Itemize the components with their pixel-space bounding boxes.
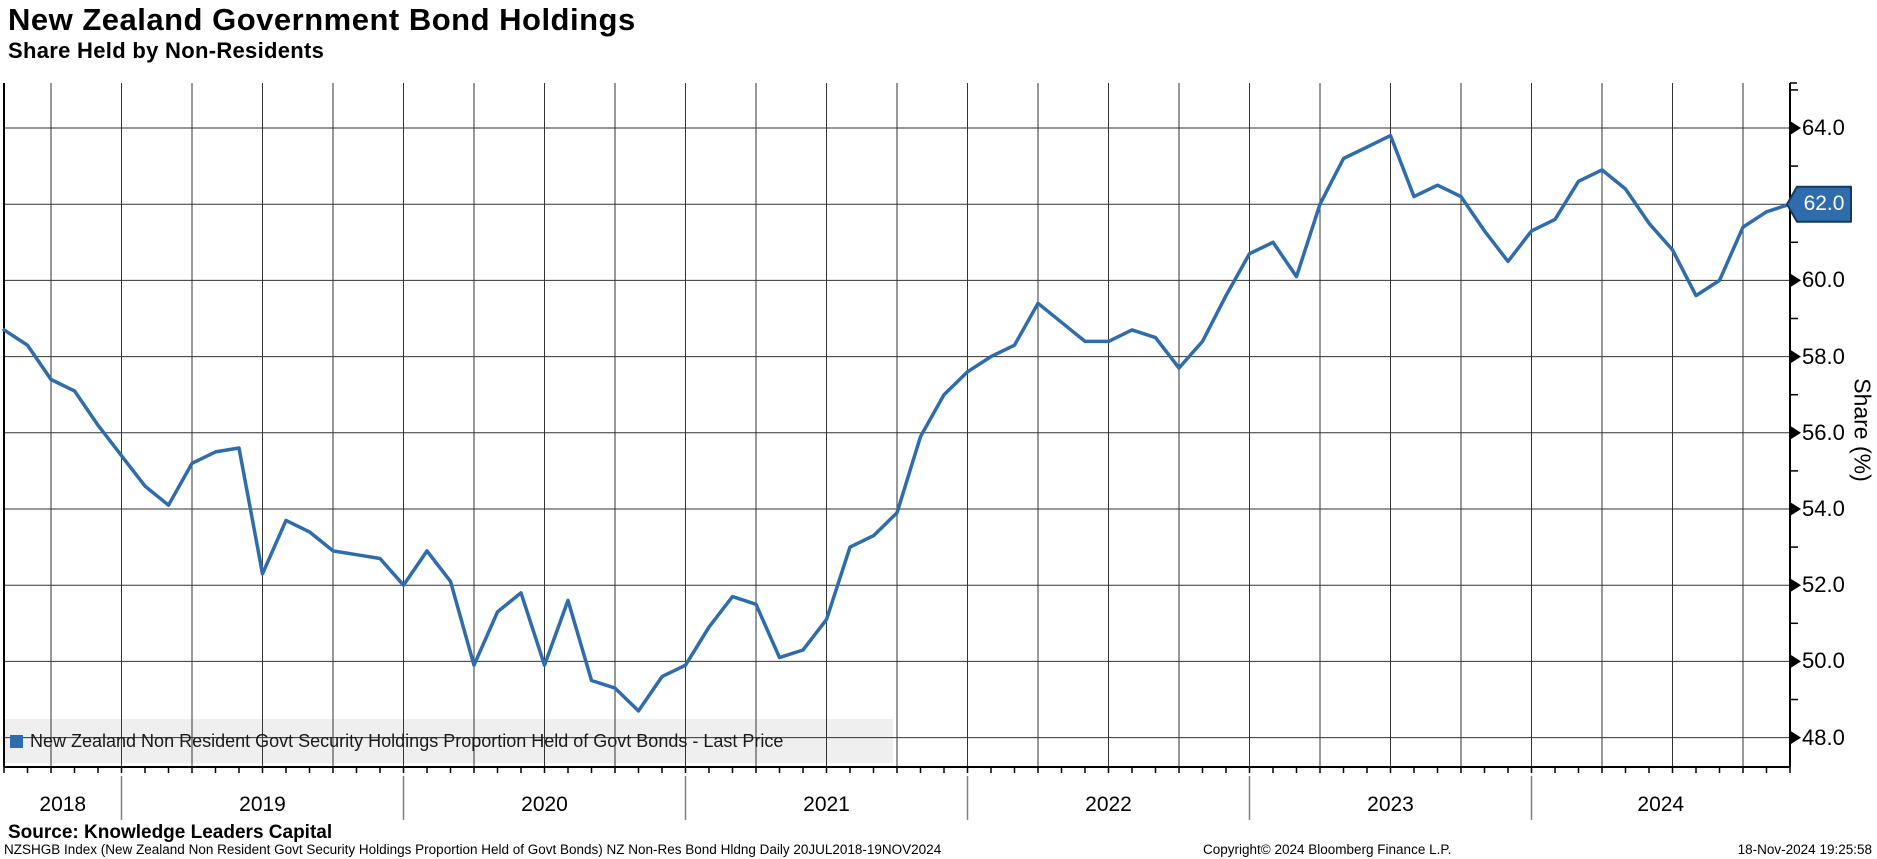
- last-price-callout: [1786, 185, 1852, 223]
- y-major-tick-arrow-icon: [1790, 502, 1801, 516]
- y-major-tick-arrow-icon: [1790, 425, 1801, 440]
- y-major-tick-arrow-icon: [1790, 578, 1801, 593]
- y-major-tick-arrow-icon: [1790, 349, 1801, 364]
- y-major-tick-arrow-icon: [1790, 121, 1801, 135]
- y-major-tick-arrow-icon: [1790, 730, 1801, 745]
- y-major-tick-arrow-icon: [1790, 654, 1801, 669]
- y-major-tick-arrow-icon: [1790, 273, 1801, 288]
- legend-band: [4, 719, 893, 763]
- price-line-series: [2, 133, 1792, 713]
